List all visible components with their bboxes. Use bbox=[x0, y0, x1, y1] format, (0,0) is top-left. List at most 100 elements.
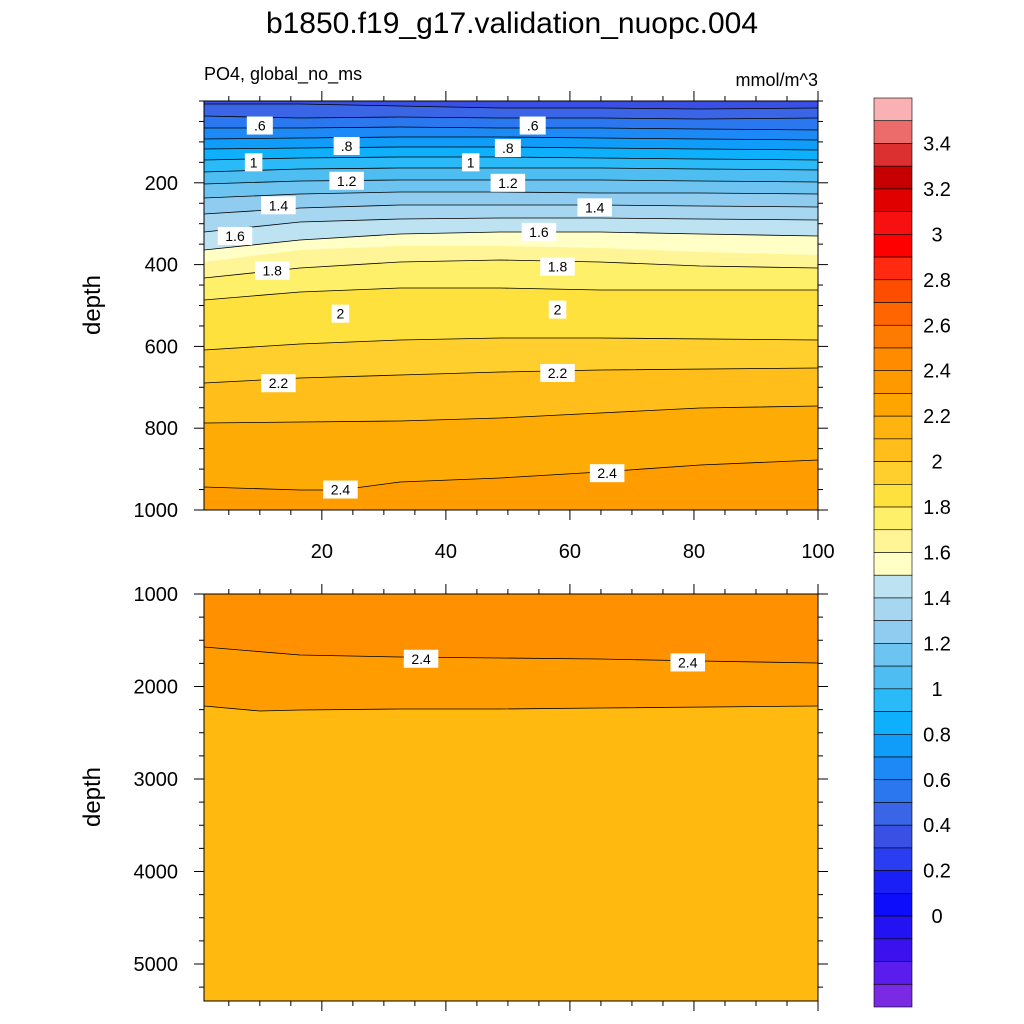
contour-label-text: 1.2 bbox=[498, 175, 518, 191]
colorbar-swatch bbox=[873, 597, 913, 621]
contour-line bbox=[204, 287, 818, 301]
colorbar-swatch bbox=[873, 779, 913, 803]
colorbar-swatch bbox=[873, 802, 913, 826]
colorbar-swatch bbox=[873, 620, 913, 644]
contour-line bbox=[204, 705, 818, 712]
contour-label: 1.2 bbox=[490, 173, 526, 192]
colorbar-swatch bbox=[873, 120, 913, 144]
colorbar-swatch bbox=[873, 983, 913, 1008]
contour-label: 2.2 bbox=[540, 363, 575, 382]
y-tick-label: 200 bbox=[145, 173, 178, 195]
colorbar-label: 2.8 bbox=[923, 270, 951, 292]
colorbar-swatch bbox=[873, 506, 913, 531]
colorbar-swatch bbox=[873, 461, 913, 485]
contour-label-text: 1 bbox=[467, 154, 475, 170]
contour-label-bg bbox=[461, 153, 480, 172]
colorbar-swatch bbox=[873, 256, 913, 281]
contour-label-text: .8 bbox=[502, 140, 514, 156]
colorbar-label: 3.4 bbox=[923, 133, 951, 155]
band-2-4 bbox=[204, 594, 818, 663]
colorbar-swatch bbox=[873, 188, 913, 212]
upper-contour-labels: .6 .6 .8 .8 1 1 1.2 1.2 1.4 1.4 1.6 1.6 1.8 1.8 2 2 2.2 2… bbox=[217, 116, 625, 499]
contour-label-bg bbox=[261, 374, 296, 393]
colorbar-swatch bbox=[873, 824, 913, 849]
colorbar-swatch bbox=[873, 484, 913, 508]
contour-label-text: 1.2 bbox=[337, 173, 357, 189]
y-tick-label: 3000 bbox=[134, 769, 179, 791]
contour-label: 2.4 bbox=[589, 464, 625, 483]
contour-label-bg bbox=[540, 257, 575, 276]
colorbar-swatch bbox=[873, 688, 913, 712]
colorbar-swatch bbox=[873, 938, 913, 962]
colorbar-swatch bbox=[873, 552, 913, 576]
contour-line bbox=[204, 405, 818, 424]
y-tick-label: 2000 bbox=[134, 677, 179, 699]
colorbar-swatch bbox=[873, 847, 913, 871]
contour-line bbox=[204, 259, 818, 279]
contour-label: 1.4 bbox=[577, 198, 612, 217]
colorbar-swatch bbox=[873, 893, 913, 917]
contour-line bbox=[204, 167, 818, 173]
colorbar-label: 0.4 bbox=[923, 815, 951, 837]
contour-line bbox=[204, 136, 818, 141]
contour-label-text: 1.6 bbox=[529, 224, 549, 240]
y-tick-label: 400 bbox=[145, 255, 178, 277]
colorbar-swatch bbox=[873, 529, 913, 553]
y-tick-label: 800 bbox=[145, 418, 178, 440]
contour-label-bg bbox=[521, 222, 557, 241]
contour-label-bg bbox=[333, 136, 360, 155]
contour-label: 2.4 bbox=[670, 653, 706, 672]
contour-label: .8 bbox=[333, 136, 360, 155]
contour-label-bg bbox=[254, 261, 290, 280]
contour-line bbox=[204, 217, 818, 233]
colorbar-swatch bbox=[873, 393, 913, 417]
contour-label-bg bbox=[548, 300, 567, 319]
contour-label-bg bbox=[217, 226, 253, 245]
contour-label-text: .6 bbox=[527, 118, 539, 134]
contour-label-bg bbox=[540, 363, 575, 382]
contour-line bbox=[204, 459, 818, 491]
contour-label-text: 2 bbox=[554, 302, 562, 318]
contour-label: 2 bbox=[548, 300, 567, 319]
colorbar-label: 3.2 bbox=[923, 179, 951, 201]
y-tick-label: 5000 bbox=[134, 954, 179, 976]
colorbar-label: 1.4 bbox=[923, 588, 951, 610]
contour-label: .6 bbox=[519, 116, 546, 135]
contour-label: 1.6 bbox=[521, 222, 557, 241]
contour-label-text: 2.4 bbox=[411, 651, 431, 667]
y-tick-label: 1000 bbox=[134, 500, 179, 522]
contour-label-text: .6 bbox=[254, 118, 266, 134]
contour-label-bg bbox=[670, 653, 706, 672]
contour-label-bg bbox=[331, 304, 350, 323]
lower-contour-labels: 2.4 2.4 bbox=[403, 649, 706, 672]
contour-line bbox=[204, 231, 818, 251]
upper-contour-fill bbox=[204, 101, 818, 510]
colorbar-swatch bbox=[873, 97, 913, 122]
colorbar-swatch bbox=[873, 643, 913, 667]
contour-label: 1 bbox=[461, 153, 480, 172]
contour-label: 1 bbox=[244, 153, 263, 172]
contour-label: 2 bbox=[331, 304, 350, 323]
contour-label-bg bbox=[261, 196, 296, 215]
contour-label-text: 1.4 bbox=[585, 199, 605, 215]
colorbar-swatch bbox=[873, 370, 913, 394]
contour-label-text: 2.4 bbox=[331, 482, 351, 498]
contour-label: 1.6 bbox=[217, 226, 253, 245]
y-tick-label: 1000 bbox=[134, 584, 179, 606]
lower-frame bbox=[203, 593, 819, 1002]
contour-line bbox=[204, 103, 818, 110]
contour-label-bg bbox=[490, 173, 526, 192]
x-tick-label: 100 bbox=[801, 541, 834, 563]
colorbar-swatch bbox=[873, 915, 913, 940]
colorbar-swatch bbox=[873, 211, 913, 235]
contour-label-text: .8 bbox=[341, 138, 353, 154]
y-tick-label: 4000 bbox=[134, 862, 179, 884]
colorbar-label: 1 bbox=[931, 679, 942, 701]
colorbar-label: 2 bbox=[931, 452, 942, 474]
lower-panel: depth 1000 2000 3000 4000 5000 2.4 2.4 bbox=[79, 584, 828, 1011]
lower-y-axis-label: depth bbox=[79, 767, 106, 827]
contour-label-text: 1.8 bbox=[262, 263, 282, 279]
band-0-5 bbox=[204, 101, 818, 109]
contour-label: .6 bbox=[246, 116, 273, 135]
